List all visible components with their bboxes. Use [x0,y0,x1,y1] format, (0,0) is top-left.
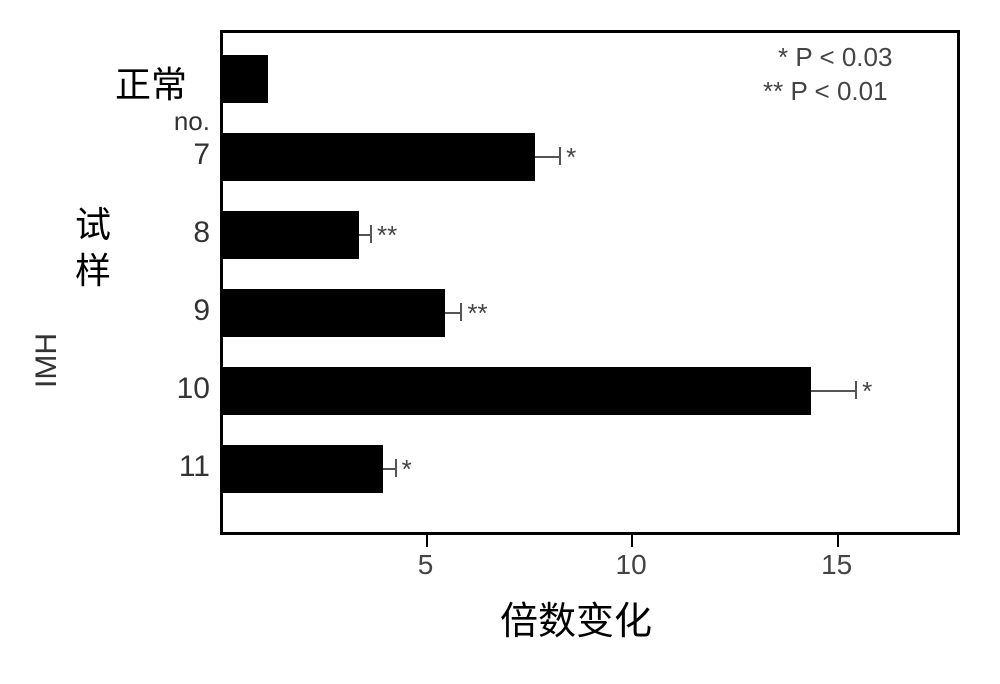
p-note-2: ** P < 0.01 [763,76,888,107]
error-bar-s7 [535,156,560,158]
x-tick-label-15: 15 [821,549,852,581]
sample-label-en: no. [150,106,210,137]
sig-s7: * [566,142,576,173]
bar-s8 [223,211,359,259]
error-cap-s8 [370,225,372,243]
x-tick-label-10: 10 [616,549,647,581]
x-axis-label: 倍数变化 [500,590,652,645]
bar-s11 [223,445,383,493]
x-tick-5 [426,535,428,547]
error-cap-s11 [395,459,397,477]
sample-label-cn: 试样 [75,202,111,294]
y-label-s11: 11 [150,450,210,484]
sample-cn-char: 试 [75,202,111,248]
sig-s11: * [402,454,412,485]
error-cap-s9 [460,303,462,321]
bar-s10 [223,367,811,415]
y-label-s10: 10 [150,372,210,406]
figure-root: ******* 正常7891011 51015 倍数变化 no. 试样 IMH … [0,0,1000,684]
imh-label: IMH [30,333,64,388]
error-cap-s10 [855,381,857,399]
bar-s7 [223,133,535,181]
p-note-1: * P < 0.03 [778,42,892,73]
bar-normal [223,55,268,103]
x-tick-10 [631,535,633,547]
sig-s10: * [862,376,872,407]
error-bar-s10 [811,390,856,392]
bar-s9 [223,289,445,337]
x-tick-label-5: 5 [418,549,434,581]
y-label-s8: 8 [150,216,210,250]
sig-s8: ** [377,220,397,251]
error-bar-s9 [445,312,461,314]
x-tick-15 [837,535,839,547]
y-label-s9: 9 [150,294,210,328]
y-label-normal: 正常 [115,56,187,108]
sample-cn-char: 样 [75,248,111,294]
y-label-s7: 7 [150,138,210,172]
plot-area: ******* [223,33,957,532]
sig-s9: ** [467,298,487,329]
error-cap-s7 [559,147,561,165]
